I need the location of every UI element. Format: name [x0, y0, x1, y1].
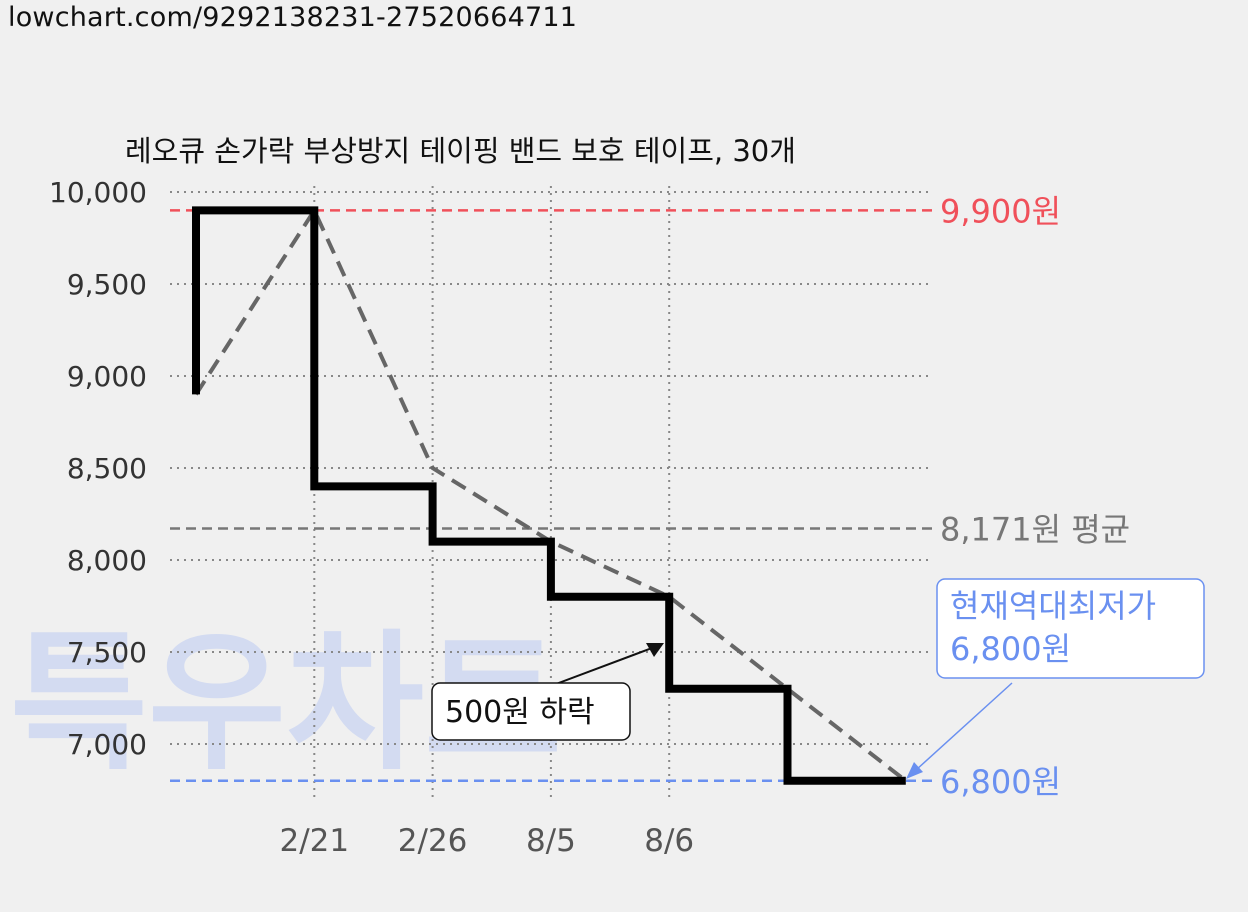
- y-tick-label: 10,000: [49, 176, 147, 209]
- x-tick-label: 2/21: [279, 823, 349, 859]
- chart-title: 레오큐 손가락 부상방지 테이핑 밴드 보호 테이프, 30개: [125, 134, 796, 168]
- y-tick-label: 8,500: [67, 452, 147, 485]
- lowest-price-callout: 현재역대최저가 6,800원: [906, 579, 1204, 779]
- y-tick-label: 9,500: [67, 268, 147, 301]
- max-reference-label: 9,900원: [940, 192, 1061, 230]
- x-tick-label: 8/6: [644, 823, 694, 859]
- x-axis-ticks: 2/21 2/26 8/5 8/6: [279, 823, 694, 859]
- avg-reference-label: 8,171원 평균: [940, 511, 1130, 549]
- lowest-arrow-line: [916, 683, 1012, 770]
- lowest-label-line2: 6,800원: [950, 630, 1071, 668]
- drop-label: 500원 하락: [445, 695, 595, 730]
- y-tick-label: 7,000: [67, 728, 147, 761]
- min-reference-label: 6,800원: [940, 763, 1061, 801]
- y-tick-label: 8,000: [67, 544, 147, 577]
- y-tick-label: 7,500: [67, 636, 147, 669]
- lowest-label-line1: 현재역대최저가: [950, 587, 1156, 625]
- x-tick-label: 2/26: [398, 823, 468, 859]
- x-tick-label: 8/5: [526, 823, 576, 859]
- lowest-arrow-head: [906, 762, 923, 779]
- y-tick-label: 9,000: [67, 360, 147, 393]
